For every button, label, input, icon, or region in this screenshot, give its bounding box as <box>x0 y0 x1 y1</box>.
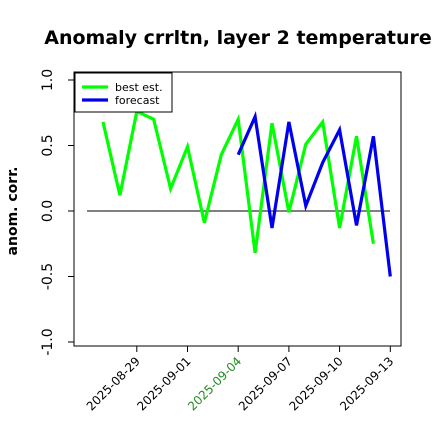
legend: best est.forecast <box>74 72 173 113</box>
y-tick-label: 0.5 <box>40 134 56 156</box>
y-tick-label: -0.5 <box>40 263 56 290</box>
series-line <box>236 111 392 277</box>
series-layer <box>101 109 392 277</box>
series-line <box>101 109 375 254</box>
y-tick-label: 0.0 <box>40 200 56 222</box>
plot-frame <box>73 71 402 347</box>
y-axis: -1.0 -0.5 0.0 0.5 1.0 <box>40 69 74 356</box>
legend-label: forecast <box>115 94 160 107</box>
y-tick-label: 1.0 <box>40 69 56 91</box>
y-tick-label: -1.0 <box>40 328 56 355</box>
y-axis-label: anom. corr. <box>5 167 21 256</box>
chart-title: Anomaly crrltn, layer 2 temperature <box>44 27 432 49</box>
legend-box <box>74 72 173 113</box>
x-tick-label: 2025-09-13 <box>337 354 396 413</box>
legend-label: best est. <box>115 81 163 94</box>
x-axis: 2025-08-292025-09-012025-09-042025-09-07… <box>84 346 396 413</box>
